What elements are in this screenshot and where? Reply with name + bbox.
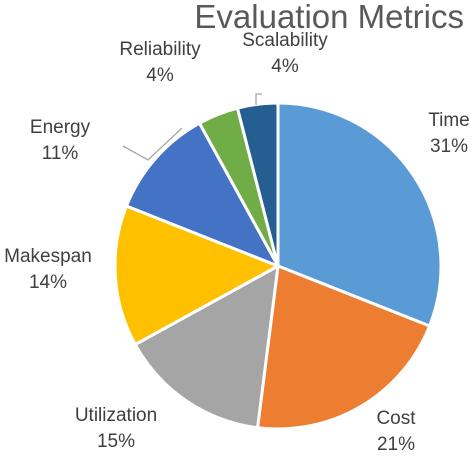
data-label-value-scalability: 4% xyxy=(271,56,299,77)
leader-line-energy xyxy=(122,127,183,161)
data-label-name-time: Time xyxy=(428,110,470,131)
data-label-name-makespan: Makespan xyxy=(4,246,92,267)
pie-slice-time xyxy=(276,101,443,328)
data-label-name-cost: Cost xyxy=(376,408,416,429)
pie-slice-energy xyxy=(124,121,280,268)
data-label-name-reliability: Reliability xyxy=(119,39,201,60)
data-label-value-time: 31% xyxy=(430,136,468,157)
data-label-value-makespan: 14% xyxy=(29,272,67,293)
pie-slice-utilization xyxy=(133,264,280,430)
pie-slice-scalability xyxy=(235,101,280,268)
data-label-value-reliability: 4% xyxy=(146,65,174,86)
leader-line-scalability xyxy=(255,93,262,105)
data-label-name-energy: Energy xyxy=(30,117,91,138)
pie-slice-cost xyxy=(256,264,432,431)
data-label-value-utilization: 15% xyxy=(97,431,135,452)
chart-title: Evaluation Metrics xyxy=(194,0,464,35)
data-label-name-scalability: Scalability xyxy=(242,30,328,51)
pie-slice-makespan xyxy=(113,204,280,347)
data-label-value-cost: 21% xyxy=(377,434,415,455)
data-label-name-utilization: Utilization xyxy=(75,405,157,426)
data-label-value-energy: 11% xyxy=(42,143,79,164)
